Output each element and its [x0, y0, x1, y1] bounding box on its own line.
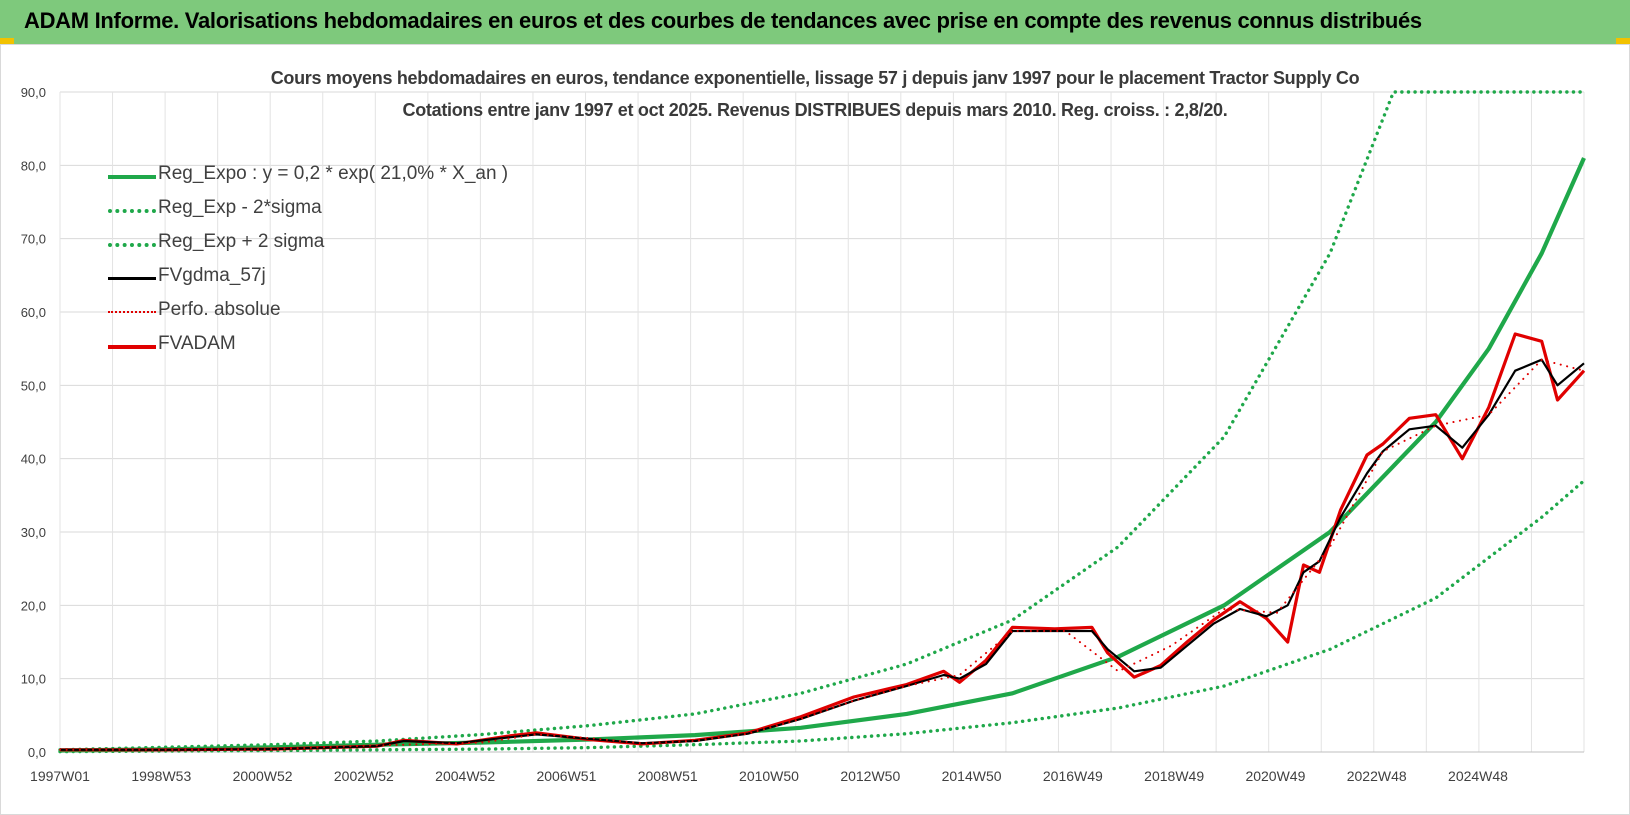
y-tick-label: 20,0 — [21, 598, 46, 613]
legend-swatch — [108, 311, 156, 313]
x-tick-label: 2020W49 — [1245, 768, 1305, 784]
legend-swatch — [108, 175, 156, 179]
legend-swatch — [108, 209, 156, 213]
y-tick-label: 80,0 — [21, 158, 46, 173]
x-tick-label: 2002W52 — [334, 768, 394, 784]
y-tick-label: 90,0 — [21, 85, 46, 100]
series-line-2 — [58, 90, 1586, 752]
y-tick-label: 70,0 — [21, 232, 46, 247]
corner-marker-right — [1616, 38, 1630, 44]
series-line-4 — [59, 358, 1585, 751]
legend-swatch — [108, 243, 156, 247]
chart-subtitle: Cotations entre janv 1997 et oct 2025. R… — [402, 100, 1228, 120]
y-tick-label: 0,0 — [28, 745, 46, 760]
legend-label: Reg_Expo : y = 0,2 * exp( 21,0% * X_an ) — [158, 163, 509, 184]
x-tick-label: 2012W50 — [840, 768, 900, 784]
legend-label: FVgdma_57j — [158, 265, 266, 286]
x-tick-label: 2018W49 — [1144, 768, 1204, 784]
series-line-3 — [60, 358, 1585, 751]
x-tick-label: 1997W01 — [30, 768, 90, 784]
chart-grid — [59, 91, 1585, 753]
y-tick-label: 60,0 — [21, 305, 46, 320]
x-tick-label: 2022W48 — [1347, 768, 1407, 784]
x-tick-label: 1998W53 — [131, 768, 191, 784]
y-tick-label: 10,0 — [21, 672, 46, 687]
series-line-1 — [58, 479, 1586, 754]
x-tick-label: 2008W51 — [638, 768, 698, 784]
legend-swatch — [108, 277, 156, 280]
x-tick-label: 2004W52 — [435, 768, 495, 784]
legend-swatch — [108, 345, 156, 349]
x-tick-label: 2014W50 — [942, 768, 1002, 784]
series-line-5 — [60, 332, 1586, 752]
chart-series — [58, 90, 1586, 754]
corner-marker-left — [0, 38, 14, 44]
legend-label: FVADAM — [158, 333, 236, 354]
y-tick-label: 30,0 — [21, 525, 46, 540]
legend-label: Reg_Exp - 2*sigma — [158, 197, 322, 218]
x-tick-label: 2010W50 — [739, 768, 799, 784]
legend-label: Perfo. absolue — [158, 299, 281, 320]
y-tick-label: 50,0 — [21, 378, 46, 393]
chart-frame — [0, 44, 1630, 815]
x-tick-label: 2006W51 — [536, 768, 596, 784]
x-tick-label: 2024W48 — [1448, 768, 1508, 784]
report-banner: ADAM Informe. Valorisations hebdomadaire… — [0, 0, 1630, 45]
y-axis-ticks: 0,0 10,0 20,0 30,0 40,0 50,0 60,0 70,0 80,0 90,0 — [21, 85, 46, 760]
chart-title: Cours moyens hebdomadaires en euros, ten… — [270, 68, 1360, 88]
legend-label: Reg_Exp + 2 sigma — [158, 231, 325, 252]
x-tick-label: 2016W49 — [1043, 768, 1103, 784]
x-tick-label: 2000W52 — [233, 768, 293, 784]
x-axis-ticks: 1997W01 1998W53 2000W52 2002W52 2004W52 2006W… — [30, 768, 1508, 784]
report-title: ADAM Informe. Valorisations hebdomadaire… — [24, 8, 1422, 33]
y-tick-label: 40,0 — [21, 452, 46, 467]
